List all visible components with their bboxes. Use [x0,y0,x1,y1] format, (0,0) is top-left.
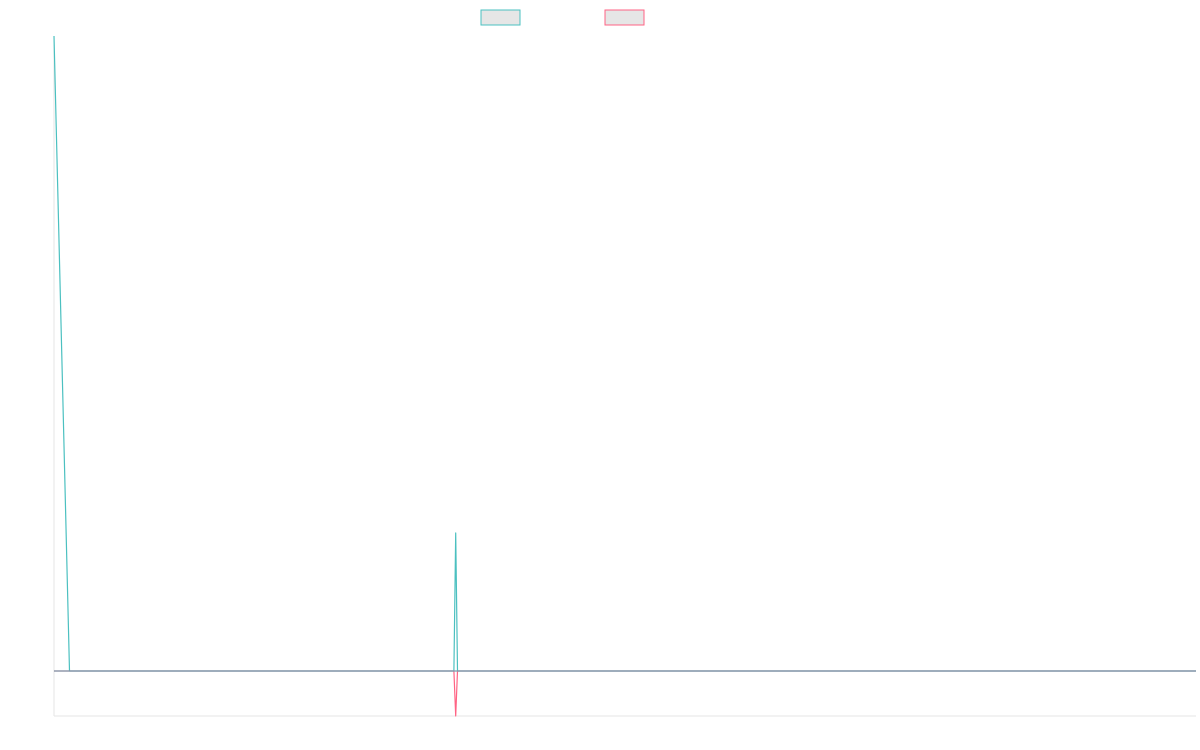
series-line-1 [53,35,1196,672]
legend-swatch-2[interactable] [604,9,645,26]
chart-axes [53,36,1196,717]
legend-swatch-1[interactable] [480,9,521,26]
series-line-2 [54,670,1196,717]
legend [480,9,645,26]
plot-area [53,35,1196,717]
